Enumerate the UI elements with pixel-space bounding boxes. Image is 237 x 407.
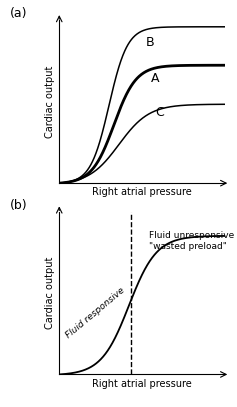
Text: Fluid responsive: Fluid responsive xyxy=(65,285,127,340)
Text: Fluid unresponsive
"wasted preload": Fluid unresponsive "wasted preload" xyxy=(149,231,234,251)
Text: (b): (b) xyxy=(9,199,27,212)
X-axis label: Right atrial pressure: Right atrial pressure xyxy=(92,379,192,389)
X-axis label: Right atrial pressure: Right atrial pressure xyxy=(92,187,192,197)
Y-axis label: Cardiac output: Cardiac output xyxy=(45,66,55,138)
Y-axis label: Cardiac output: Cardiac output xyxy=(45,257,55,329)
Text: C: C xyxy=(155,106,164,119)
Text: A: A xyxy=(150,72,159,85)
Text: B: B xyxy=(146,36,154,49)
Text: (a): (a) xyxy=(9,7,27,20)
